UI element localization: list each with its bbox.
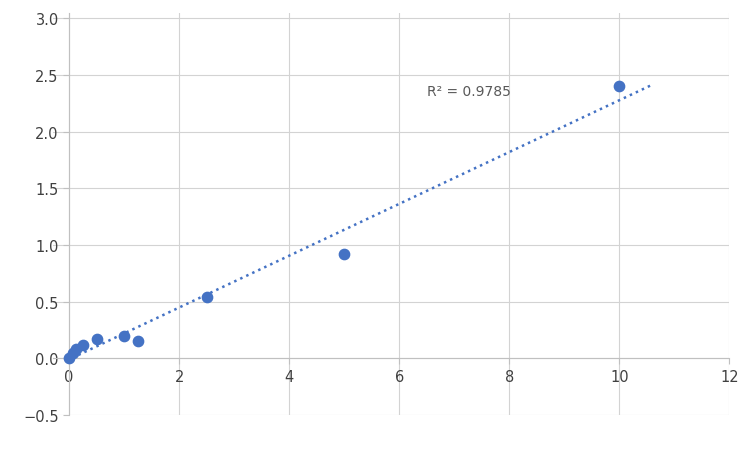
Text: R² = 0.9785: R² = 0.9785 [427, 85, 511, 99]
Point [201, 294, 213, 301]
Point [118, 332, 130, 340]
Point [614, 83, 626, 91]
Point [70, 346, 82, 353]
Point [132, 338, 144, 345]
Point [338, 251, 350, 258]
Point [67, 349, 79, 356]
Point [77, 341, 89, 349]
Point [91, 336, 103, 343]
Point [63, 355, 75, 362]
